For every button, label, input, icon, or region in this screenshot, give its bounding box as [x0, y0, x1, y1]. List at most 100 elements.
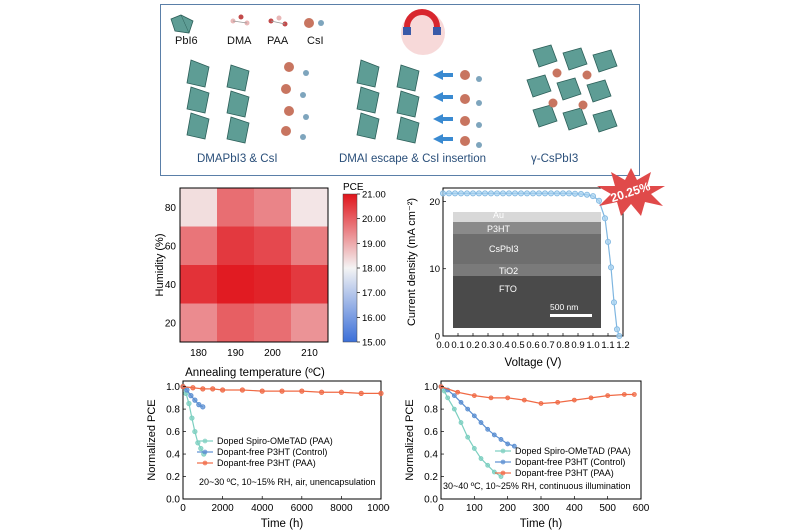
jv-xlabel: Voltage (V) — [505, 357, 562, 369]
data-point — [471, 413, 477, 419]
stab-left-annotation: 20~30 ºC, 10~15% RH, air, unencapsulatio… — [199, 477, 375, 487]
ytick-label: 0.8 — [166, 405, 180, 416]
stage-label-escape: DMAI escape & CsI insertion — [339, 153, 487, 165]
legend-marker — [500, 459, 506, 465]
data-point — [358, 390, 364, 396]
xtick-label: 0.5 — [511, 340, 524, 351]
colorbar-tick-label: 17.00 — [362, 288, 386, 299]
xtick-label: 0.3 — [481, 340, 494, 351]
ytick-label: 0.0 — [166, 495, 180, 506]
colorbar-tick-label: 18.00 — [362, 264, 386, 275]
colorbar-tick-label: 21.00 — [362, 190, 386, 201]
xtick-label: 200 — [499, 503, 516, 514]
xtick-label: 1.2 — [616, 340, 629, 351]
csi-ions-stage2 — [460, 70, 482, 148]
heatmap-xtick-label: 190 — [227, 348, 244, 359]
legend-label: Dopant-free P3HT (Control) — [515, 457, 625, 467]
colorbar-tick-label: 15.00 — [362, 338, 386, 349]
heatmap-cell — [180, 188, 217, 227]
heatmap-cell — [291, 188, 328, 227]
data-point — [465, 434, 471, 440]
data-point — [319, 389, 325, 395]
data-point — [200, 386, 206, 392]
xtick-label: 0.8 — [556, 340, 569, 351]
legend-marker — [500, 470, 506, 476]
data-point — [198, 445, 204, 452]
data-point — [571, 397, 577, 403]
data-point — [589, 193, 596, 200]
data-point — [616, 332, 623, 339]
data-point — [500, 190, 507, 197]
legend-marker — [500, 448, 506, 454]
heatmap-xlabel: Annealing temperature (ºC) — [185, 367, 325, 379]
data-point — [506, 190, 513, 197]
sem-au-layer — [453, 212, 601, 222]
legend-label: Doped Spiro-OMeTAD (PAA) — [217, 436, 333, 446]
csi-ions-stage1 — [281, 62, 309, 140]
ytick-label: 0.0 — [424, 495, 438, 506]
data-point — [192, 428, 198, 435]
data-point — [511, 443, 517, 449]
heatmap-cell — [217, 303, 254, 342]
xtick-label: 8000 — [330, 503, 353, 514]
stab-left-xlabel: Time (h) — [261, 518, 304, 530]
xtick-label: 6000 — [291, 503, 314, 514]
data-point — [605, 393, 611, 399]
heatmap-frame — [179, 187, 329, 343]
data-point — [465, 406, 471, 412]
inset-label-au: Au — [493, 210, 504, 220]
data-point — [485, 462, 491, 468]
data-point — [464, 190, 471, 197]
data-point — [445, 395, 451, 401]
xtick-label: 0.1 — [451, 340, 464, 351]
xtick-label: 100 — [466, 503, 483, 514]
xtick-label: 4000 — [251, 503, 274, 514]
scale-bar-label: 500 nm — [550, 302, 578, 312]
data-point — [491, 432, 497, 438]
data-point — [452, 190, 459, 197]
ytick-label: 0.8 — [424, 405, 438, 416]
data-point — [440, 190, 447, 197]
inset-label-cspbi3: CsPbI3 — [489, 244, 519, 254]
data-point — [498, 474, 504, 479]
data-point — [541, 190, 548, 197]
jv-chart: Au P3HT CsPbI3 TiO2 FTO 500 nm 0 10 20 0.0… — [406, 187, 630, 369]
insertion-arrows — [433, 70, 453, 144]
series-line — [440, 386, 502, 478]
xtick-label: 400 — [566, 503, 583, 514]
data-point — [220, 387, 226, 393]
jv-ylabel: Current density (mA cm⁻²) — [406, 198, 418, 326]
data-point — [485, 426, 491, 432]
data-point — [498, 437, 504, 442]
ytick-label: 0.2 — [424, 472, 438, 483]
heatmap-cell — [180, 303, 217, 342]
data-point — [553, 190, 560, 197]
ytick-label: 10 — [429, 264, 440, 275]
legend-label: Dopant-free P3HT (Control) — [217, 447, 327, 457]
efficiency-badge: 20.25% — [597, 168, 665, 216]
inset-label-fto: FTO — [499, 284, 517, 294]
heatmap-cell — [291, 265, 328, 304]
data-point — [595, 197, 602, 204]
data-point — [505, 395, 511, 401]
stage-label-dmapbi3: DMAPbI3 & CsI — [197, 153, 278, 165]
data-point — [471, 393, 477, 399]
data-point — [458, 190, 465, 197]
data-point — [239, 387, 246, 393]
colorbar-tick-label: 16.00 — [362, 313, 386, 324]
xtick-label: 0.4 — [496, 340, 509, 351]
legend-label-pbi6: PbI6 — [175, 35, 198, 47]
stab-right-xlabel: Time (h) — [520, 518, 563, 530]
inset-label-tio2: TiO2 — [499, 266, 518, 276]
legend-label-csi: CsI — [307, 35, 324, 47]
xtick-label: 2000 — [211, 503, 234, 514]
data-point — [192, 397, 198, 403]
stability-light-chart: 0.0 0.2 0.4 0.6 0.8 1.0 0 100 200 300 400 500 600 D… — [404, 380, 650, 530]
data-point — [186, 400, 192, 407]
data-point — [524, 190, 531, 197]
xtick-label: 10000 — [367, 503, 390, 514]
legend-marker — [202, 449, 208, 455]
data-point — [482, 190, 489, 197]
data-point — [458, 399, 464, 405]
sem-cspbi3-layer — [453, 234, 601, 264]
